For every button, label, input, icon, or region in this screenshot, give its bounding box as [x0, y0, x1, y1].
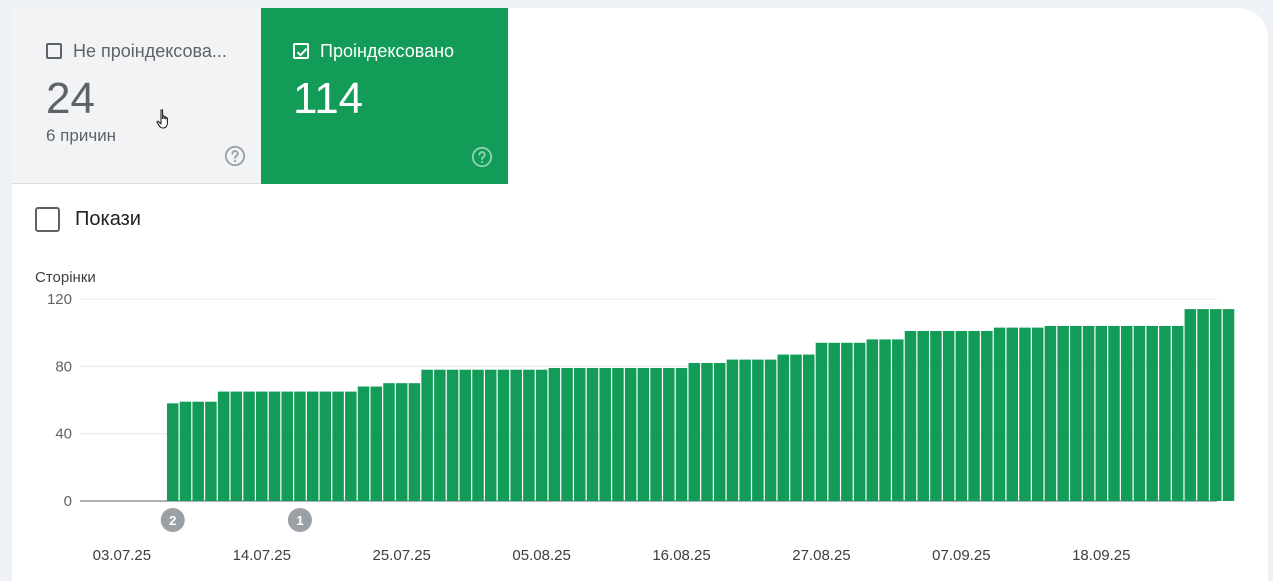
- not-indexed-count: 24: [46, 74, 95, 123]
- not-indexed-reasons: 6 причин: [46, 126, 117, 145]
- not-indexed-tile[interactable]: Не проіндексова... 24 6 причин: [12, 8, 261, 184]
- not-indexed-label: Не проіндексова...: [73, 40, 227, 61]
- not-indexed-checkbox[interactable]: [46, 43, 62, 59]
- hand-cursor-icon: [156, 109, 168, 129]
- indexed-checkbox[interactable]: [293, 43, 309, 59]
- index-report-card: Не проіндексова... 24 6 причин Проіндекс…: [12, 8, 1268, 581]
- impressions-toggle[interactable]: Покази: [35, 207, 141, 232]
- help-icon[interactable]: [224, 145, 246, 167]
- indexed-label: Проіндексовано: [320, 40, 455, 61]
- indexed-tile[interactable]: Проіндексовано 114: [261, 8, 508, 184]
- help-icon[interactable]: [471, 146, 493, 168]
- impressions-checkbox[interactable]: [35, 207, 60, 232]
- indexed-count: 114: [293, 74, 364, 123]
- impressions-label: Покази: [75, 208, 141, 230]
